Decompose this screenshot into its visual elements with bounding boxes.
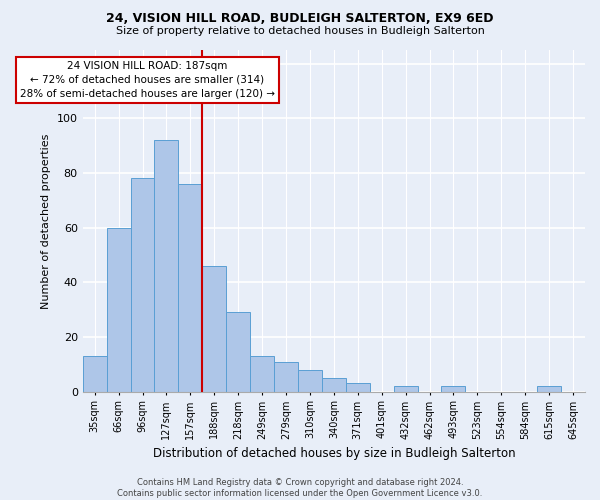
Bar	[131, 178, 154, 392]
Bar	[107, 228, 131, 392]
Text: 24 VISION HILL ROAD: 187sqm
← 72% of detached houses are smaller (314)
28% of se: 24 VISION HILL ROAD: 187sqm ← 72% of det…	[20, 61, 275, 99]
Bar	[537, 386, 561, 392]
Bar	[394, 386, 418, 392]
Bar	[226, 312, 250, 392]
Bar	[250, 356, 274, 392]
Bar	[298, 370, 322, 392]
Bar	[83, 356, 107, 392]
Y-axis label: Number of detached properties: Number of detached properties	[41, 133, 51, 308]
Text: 24, VISION HILL ROAD, BUDLEIGH SALTERTON, EX9 6ED: 24, VISION HILL ROAD, BUDLEIGH SALTERTON…	[106, 12, 494, 26]
Text: Contains HM Land Registry data © Crown copyright and database right 2024.
Contai: Contains HM Land Registry data © Crown c…	[118, 478, 482, 498]
Bar	[154, 140, 178, 392]
Bar	[322, 378, 346, 392]
Bar	[274, 362, 298, 392]
Text: Size of property relative to detached houses in Budleigh Salterton: Size of property relative to detached ho…	[116, 26, 484, 36]
Bar	[442, 386, 466, 392]
Bar	[346, 384, 370, 392]
X-axis label: Distribution of detached houses by size in Budleigh Salterton: Distribution of detached houses by size …	[152, 447, 515, 460]
Bar	[202, 266, 226, 392]
Bar	[178, 184, 202, 392]
